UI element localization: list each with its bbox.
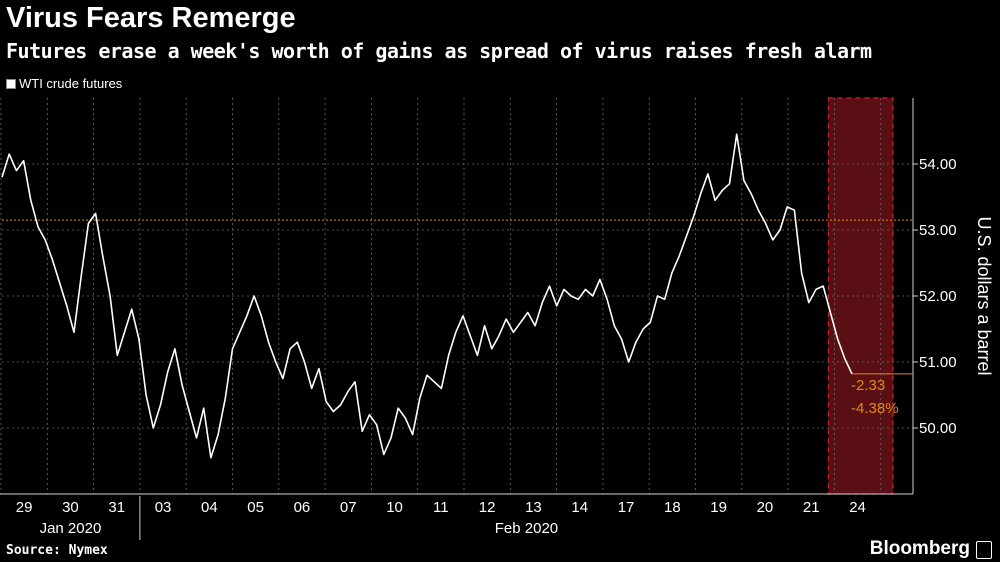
brand-logo: Bloomberg	[869, 538, 970, 559]
x-tick-label: 29	[16, 499, 33, 516]
x-tick-label: 19	[710, 499, 727, 516]
y-tick-label: 51.00	[919, 354, 957, 371]
y-tick-label: 52.00	[919, 288, 957, 305]
y-tick-label: 50.00	[919, 420, 957, 437]
x-tick-label: 07	[340, 499, 357, 516]
x-tick-label: 30	[62, 499, 79, 516]
x-tick-label: 20	[757, 499, 774, 516]
chart-title: Virus Fears Remerge	[6, 2, 296, 34]
x-tick-label: 24	[849, 499, 866, 516]
x-tick-label: 21	[803, 499, 820, 516]
legend-label: WTI crude futures	[19, 76, 123, 91]
x-month-label: Jan 2020	[40, 520, 102, 537]
x-tick-label: 31	[108, 499, 125, 516]
x-tick-label: 05	[247, 499, 264, 516]
series-line	[1, 133, 853, 459]
x-tick-label: 12	[479, 499, 496, 516]
x-tick-label: 14	[571, 499, 588, 516]
x-tick-label: 11	[433, 499, 449, 516]
source-note: Source: Nymex	[6, 543, 108, 558]
percent-change-annotation: -4.38%	[851, 400, 899, 417]
x-tick-label: 13	[525, 499, 542, 516]
x-tick-label: 06	[294, 499, 311, 516]
x-month-label: Feb 2020	[495, 520, 558, 537]
legend: WTI crude futures	[6, 76, 122, 91]
x-tick-label: 18	[664, 499, 681, 516]
x-tick-label: 04	[201, 499, 218, 516]
y-axis-title: U.S. dollars a barrel	[974, 216, 994, 375]
y-tick-label: 53.00	[919, 222, 957, 239]
x-tick-label: 03	[155, 499, 172, 516]
y-tick-label: 54.00	[919, 156, 957, 173]
legend-swatch	[6, 78, 16, 89]
x-tick-label: 10	[386, 499, 403, 516]
x-tick-label: 17	[618, 499, 635, 516]
chart-subtitle: Futures erase a week's worth of gains as…	[6, 39, 872, 63]
brand-mark-icon	[976, 541, 992, 559]
change-annotation: -2.33	[851, 377, 885, 394]
